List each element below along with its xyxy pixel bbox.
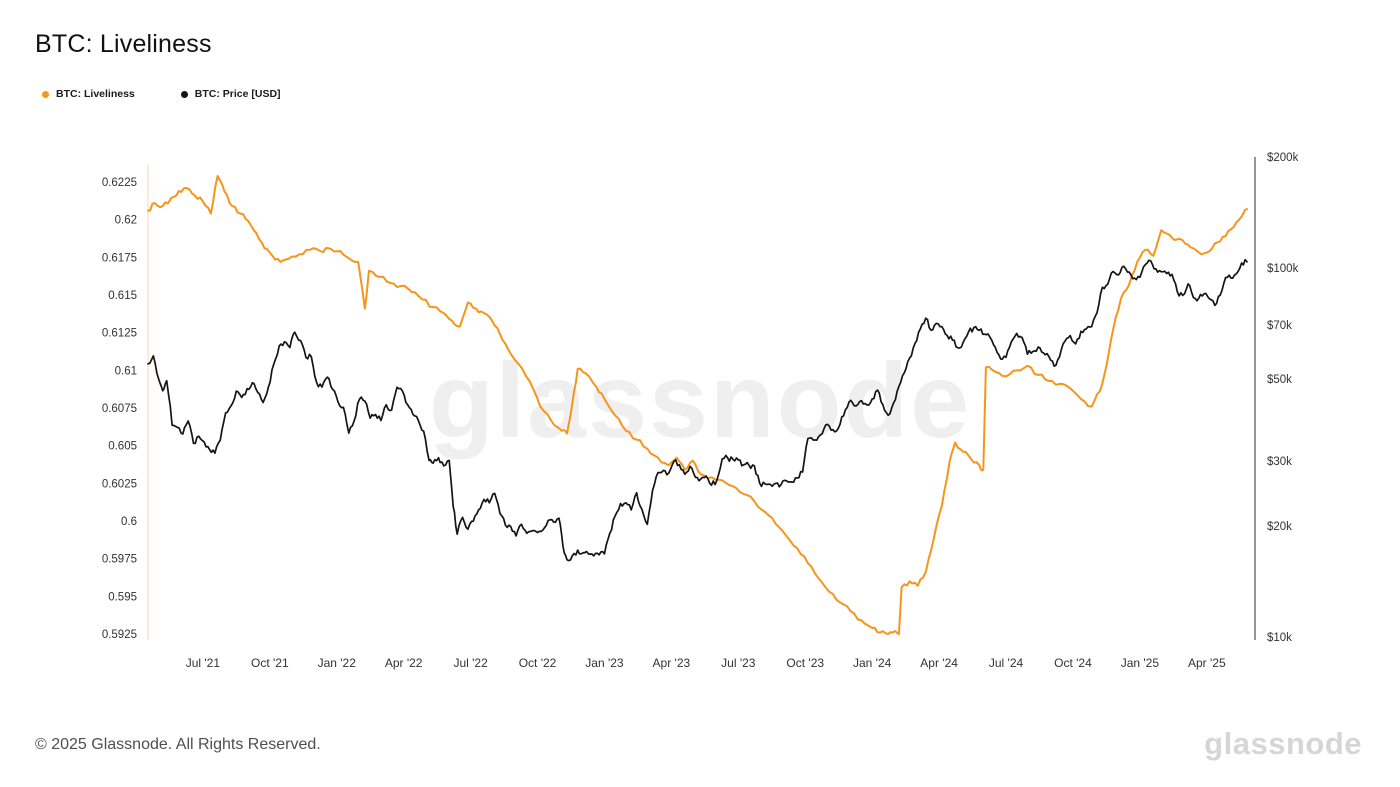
left-axis-tick: 0.6025	[102, 478, 137, 490]
right-axis-tick: $30k	[1267, 456, 1292, 468]
legend-item-liveliness[interactable]: BTC: Liveliness	[42, 88, 135, 100]
x-axis-tick: Jul '21	[186, 656, 221, 670]
price-series-line	[147, 258, 1248, 562]
chart-legend: BTC: Liveliness BTC: Price [USD]	[42, 88, 281, 100]
x-axis-tick: Apr '25	[1188, 656, 1226, 670]
x-axis-tick: Oct '22	[519, 656, 557, 670]
x-axis-tick: Jul '22	[453, 656, 488, 670]
left-axis-tick: 0.5925	[102, 629, 137, 641]
chart-canvas[interactable]: glassnode 0.62250.620.61750.6150.61250.6…	[0, 0, 1400, 710]
left-axis-tick: 0.61	[115, 365, 137, 377]
left-axis-tick: 0.595	[108, 591, 137, 603]
left-axis-tick: 0.62	[115, 215, 137, 227]
left-axis-tick: 0.5975	[102, 554, 137, 566]
chart-axes: 0.6225 0.62 0.6175 0.615 0.6125 0.61 0.6075 0.6…	[102, 152, 1299, 670]
right-axis-tick: $70k	[1267, 320, 1292, 332]
right-axis-tick: $20k	[1267, 521, 1292, 533]
glassnode-watermark: glassnode	[429, 342, 971, 460]
x-axis-tick: Jan '24	[853, 656, 892, 670]
page-title: BTC: Liveliness	[35, 30, 212, 58]
x-axis-tick: Jan '25	[1121, 656, 1160, 670]
left-axis-tick: 0.6125	[102, 328, 137, 340]
liveliness-series-dot-icon	[42, 90, 49, 98]
left-axis-tick: 0.605	[108, 441, 137, 453]
x-axis-tick: Apr '22	[385, 656, 423, 670]
right-axis-tick: $100k	[1267, 263, 1299, 275]
legend-item-label: BTC: Price [USD]	[194, 88, 281, 100]
left-axis-tick: 0.6225	[102, 177, 137, 189]
x-axis-tick: Jan '22	[318, 656, 357, 670]
x-axis-tick: Oct '21	[251, 656, 289, 670]
left-axis-tick: 0.6175	[102, 252, 137, 264]
glassnode-logo: glassnode	[1204, 726, 1362, 761]
legend-item-label: BTC: Liveliness	[56, 88, 135, 100]
right-axis-tick: $50k	[1267, 374, 1292, 386]
liveliness-series-line	[147, 175, 1248, 635]
left-axis-tick: 0.6	[121, 516, 137, 528]
x-axis-tick: Jul '23	[721, 656, 756, 670]
left-axis-tick: 0.615	[108, 290, 137, 302]
left-axis-tick: 0.6075	[102, 403, 137, 415]
x-axis-tick: Apr '23	[653, 656, 691, 670]
chart-series	[147, 175, 1248, 635]
price-series-dot-icon	[180, 90, 188, 98]
x-axis-tick: Apr '24	[920, 656, 958, 670]
right-axis-tick: $10k	[1267, 632, 1292, 644]
x-axis-tick: Oct '23	[786, 656, 824, 670]
x-axis-tick: Jul '24	[989, 656, 1024, 670]
x-axis-tick: Jan '23	[585, 656, 624, 670]
legend-item-price[interactable]: BTC: Price [USD]	[180, 88, 281, 100]
right-axis-tick: $200k	[1267, 152, 1299, 164]
x-axis-tick: Oct '24	[1054, 656, 1092, 670]
copyright-text: © 2025 Glassnode. All Rights Reserved.	[35, 736, 321, 753]
